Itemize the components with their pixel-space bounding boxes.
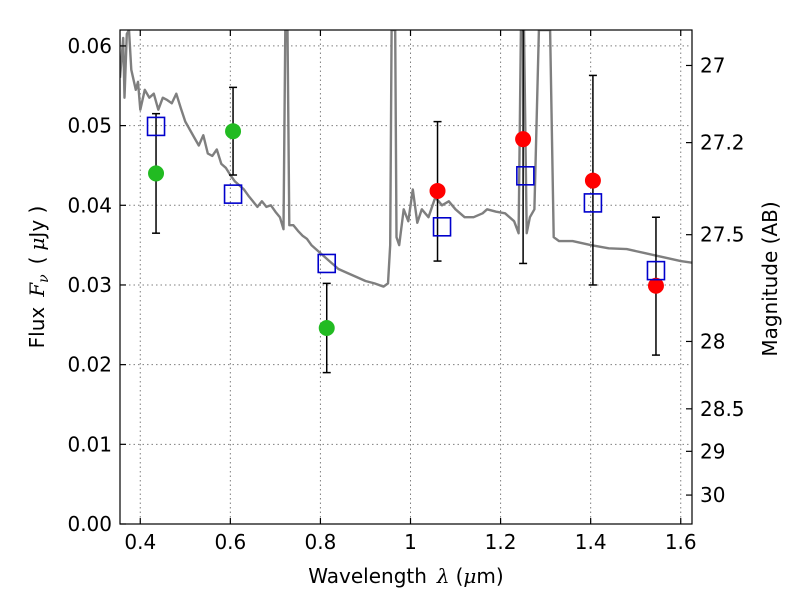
x-tick-label: 1.4	[575, 530, 607, 554]
y-axis-label: Flux	[25, 307, 49, 349]
x-tick-label: 0.8	[305, 530, 337, 554]
model-photometry-square	[583, 193, 603, 213]
model-spectrum-layer	[120, 30, 692, 288]
x-axis-title: Wavelength λ (μm)	[308, 564, 503, 588]
red-data-point	[647, 277, 664, 294]
y-axis-unit-open: (	[25, 257, 49, 265]
magnitude-tick-label: 28	[700, 329, 725, 353]
model-photometry-square	[432, 217, 452, 237]
y-axis-symbol: F	[25, 282, 49, 298]
plot-frame	[119, 29, 693, 525]
x-axis-unit-mu: μ	[463, 564, 476, 588]
y-tick-label: 0.01	[67, 432, 112, 456]
red-data-point	[515, 131, 532, 148]
y2-axis-title: Magnitude (AB)	[758, 201, 782, 356]
model-spectrum-line	[120, 30, 692, 288]
magnitude-tick-label: 28.5	[700, 397, 745, 421]
red-data-point	[429, 182, 446, 199]
y-tick-label: 0.06	[67, 34, 112, 58]
magnitude-tick-label: 30	[700, 483, 725, 507]
model-photometry-square	[223, 184, 243, 204]
y-tick-label: 0.00	[67, 512, 112, 536]
x-axis-unit-open: (	[456, 564, 464, 588]
model-photometry-square	[317, 253, 337, 274]
green-data-point	[148, 165, 165, 182]
x-axis-label: Wavelength	[308, 564, 427, 588]
y-tick-label: 0.02	[67, 353, 112, 377]
magnitude-tick-label: 27.5	[700, 223, 745, 247]
y-axis-unit-mu: μ	[25, 238, 49, 251]
x-tick-label: 0.4	[124, 530, 156, 554]
model-photometry-square	[516, 166, 535, 186]
x-tick-labels: 0.4 0.6 0.8 1 1.2 1.4 1.6	[124, 530, 696, 554]
red-data-point	[584, 172, 601, 189]
x-tick-label: 1.6	[665, 530, 697, 554]
y-tick-label: 0.03	[67, 273, 112, 297]
y-axis-subscript: ν	[36, 274, 52, 283]
tick-marks	[120, 30, 692, 525]
y-tick-label: 0.04	[67, 193, 112, 217]
magnitude-tick-label: 27	[700, 53, 725, 77]
grid-lines	[120, 30, 692, 525]
green-data-point	[225, 123, 242, 140]
data-points-layer	[146, 30, 666, 374]
x-axis-symbol: λ	[436, 564, 450, 588]
magnitude-tick-label: 29	[700, 439, 725, 463]
x-axis-unit-rest: m)	[476, 564, 503, 588]
green-data-point	[318, 319, 335, 336]
magnitude-tick-labels: 27 27.2 27.5 28 28.5 29 30	[700, 53, 745, 507]
model-photometry-square	[146, 116, 166, 137]
y-tick-label: 0.05	[67, 114, 112, 138]
y-axis-unit-rest: Jy )	[25, 206, 49, 240]
y-axis-title: Flux Fν ( μJy )	[25, 206, 52, 349]
y-tick-labels: 0.00 0.01 0.02 0.03 0.04 0.05 0.06	[67, 34, 112, 536]
model-photometry-square	[646, 260, 666, 281]
x-tick-label: 1.2	[485, 530, 517, 554]
x-tick-label: 1	[404, 530, 417, 554]
magnitude-tick-label: 27.2	[700, 131, 745, 155]
x-tick-label: 0.6	[214, 530, 246, 554]
